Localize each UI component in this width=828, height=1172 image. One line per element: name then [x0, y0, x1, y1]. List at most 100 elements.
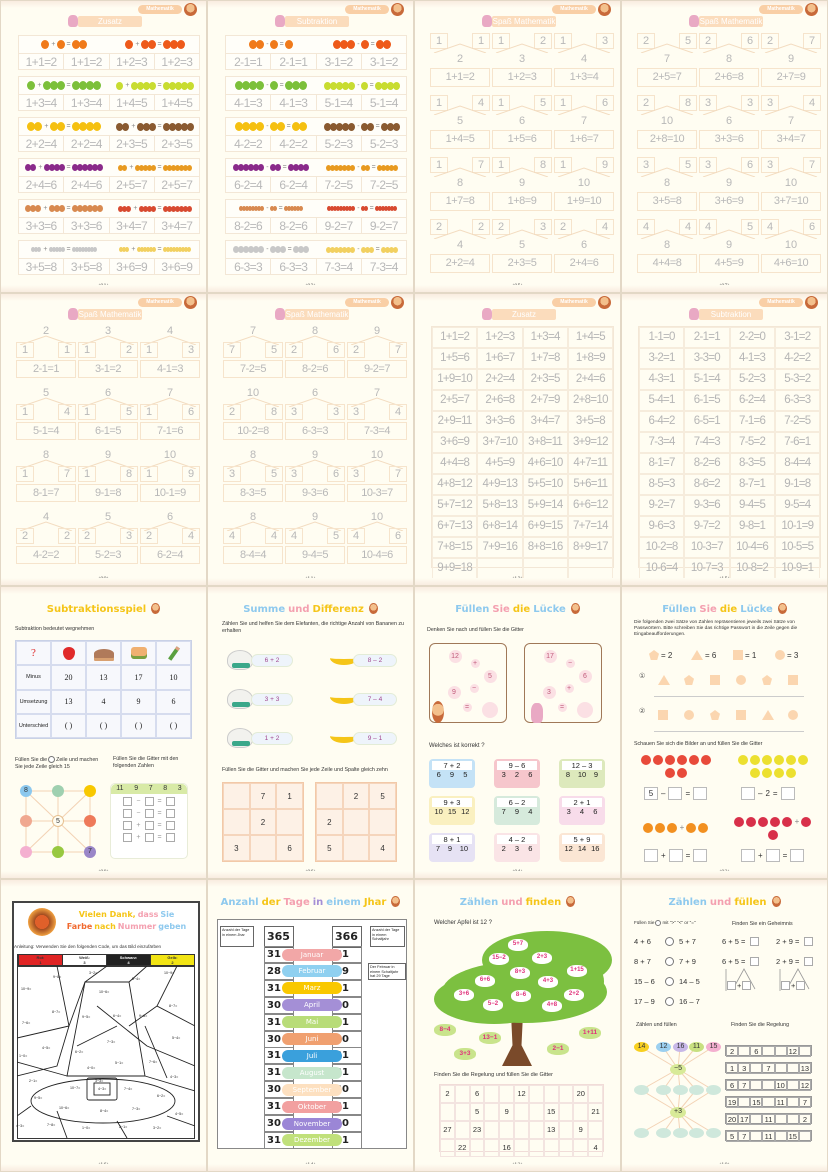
answer-box[interactable]: [144, 821, 154, 830]
answer-box[interactable]: [804, 936, 814, 946]
answer-box[interactable]: [804, 956, 814, 966]
table-value: 9: [121, 689, 156, 714]
grid-cell: 20: [573, 1085, 589, 1103]
answer-box[interactable]: [790, 848, 805, 862]
answer-box[interactable]: [165, 821, 175, 830]
answer-card[interactable]: 12 – 3 8 10 9: [559, 759, 605, 788]
answer-box[interactable]: [123, 821, 133, 830]
fruit-group: [283, 206, 303, 211]
equals-sign: =: [375, 246, 380, 253]
equals-sign: =: [66, 205, 71, 212]
apple[interactable]: 8+3: [510, 967, 530, 979]
rule-row: 6 7 10 12: [725, 1079, 812, 1091]
answer-box[interactable]: [750, 956, 760, 966]
answer-card[interactable]: 8 + 1 7 9 10: [429, 833, 475, 862]
answer-box[interactable]: [750, 936, 760, 946]
apple[interactable]: 5−2: [483, 999, 503, 1011]
orange-icon: [654, 823, 665, 833]
answer-line[interactable]: [654, 731, 804, 732]
answer-box[interactable]: [742, 980, 752, 990]
trace-equation: 5-1=4: [360, 95, 406, 111]
sequence-label: ①: [639, 672, 646, 680]
fallen-apple[interactable]: 1+11: [579, 1027, 601, 1039]
trace-equation: 5-2=3: [360, 136, 406, 152]
apple[interactable]: 2+3: [532, 952, 552, 964]
answer-line[interactable]: [654, 696, 804, 697]
fruit-icon: [380, 164, 386, 171]
bond-equation: 4-1=3: [140, 360, 200, 378]
equals-sign: =: [157, 123, 162, 130]
trace-equation: 2+5=7: [432, 390, 478, 411]
empty-oval[interactable]: [689, 1128, 704, 1138]
answer-box[interactable]: [644, 848, 658, 862]
answer-box[interactable]: [165, 797, 175, 806]
fruit-group: [269, 246, 286, 253]
operator-sign: +: [131, 123, 136, 130]
empty-oval[interactable]: [706, 1128, 721, 1138]
answer-box[interactable]: [693, 848, 708, 862]
empty-oval[interactable]: [689, 1085, 704, 1095]
answer-box[interactable]: [123, 833, 133, 842]
apple[interactable]: 6+6: [475, 975, 495, 987]
fallen-apple[interactable]: 3+3: [454, 1048, 476, 1060]
empty-oval[interactable]: [706, 1085, 721, 1095]
trace-equation: 1+3=4: [522, 327, 568, 348]
apple[interactable]: 2+2: [564, 989, 584, 1001]
answer-box[interactable]: [727, 980, 736, 990]
empty-oval[interactable]: [673, 1128, 688, 1138]
trace-equation: 6+7=13: [432, 516, 478, 537]
fruit-icon: [284, 81, 293, 90]
apple[interactable]: 15−2: [489, 953, 509, 965]
apple[interactable]: 8−6: [511, 990, 531, 1002]
empty-oval[interactable]: [634, 1085, 649, 1095]
apple[interactable]: 3+6: [454, 989, 474, 1001]
compare-circle[interactable]: [665, 996, 674, 1006]
compare-circle[interactable]: [665, 976, 674, 986]
month-label: September: [282, 1083, 342, 1096]
answer-box[interactable]: [123, 809, 133, 818]
empty-oval[interactable]: [656, 1085, 671, 1095]
answer-box[interactable]: [780, 786, 795, 800]
answer-box[interactable]: [781, 980, 790, 990]
answer-box[interactable]: [668, 786, 683, 800]
comparison-row: 17 – 9 16 – 7: [634, 996, 724, 1006]
answer-box[interactable]: [144, 797, 154, 806]
answer-box[interactable]: [123, 797, 133, 806]
apple[interactable]: 4+3: [538, 976, 558, 988]
empty-oval[interactable]: [634, 1128, 649, 1138]
answer-box[interactable]: [741, 786, 755, 800]
apple[interactable]: 1+15: [567, 965, 587, 977]
empty-oval[interactable]: [656, 1128, 671, 1138]
answer-box[interactable]: [144, 833, 154, 842]
fallen-apple[interactable]: 2−1: [547, 1043, 569, 1055]
empty-oval[interactable]: [673, 1085, 688, 1095]
answer-box[interactable]: [796, 980, 806, 990]
trace-equation: 7-2=5: [360, 177, 406, 193]
bond-part-right: 3: [596, 33, 614, 49]
answer-box[interactable]: 5: [644, 786, 658, 800]
fallen-apple[interactable]: 13−1: [479, 1032, 501, 1044]
fruit-icon: [375, 40, 384, 49]
answer-box[interactable]: [668, 848, 683, 862]
answer-card[interactable]: 9 + 3 10 15 12: [429, 796, 475, 825]
answer-box[interactable]: [144, 809, 154, 818]
fallen-apple[interactable]: 8−4: [434, 1024, 456, 1036]
apple[interactable]: 4+8: [542, 1000, 562, 1012]
compare-circle[interactable]: [665, 956, 674, 966]
answer-box[interactable]: [693, 786, 708, 800]
puzzle-cell: 12: [448, 649, 462, 663]
apple[interactable]: 5+7: [508, 939, 528, 951]
answer-box[interactable]: [165, 833, 175, 842]
equation-row: 2+4=6 2+4=6 2+5=7 2+5=7: [19, 176, 199, 193]
compare-circle[interactable]: [665, 936, 674, 946]
answer-box[interactable]: [165, 809, 175, 818]
answer-card[interactable]: 5 + 9 12 14 16: [559, 833, 605, 862]
answer-box[interactable]: [741, 848, 755, 862]
answer-box[interactable]: [765, 848, 780, 862]
fruit-icon: [351, 206, 356, 211]
